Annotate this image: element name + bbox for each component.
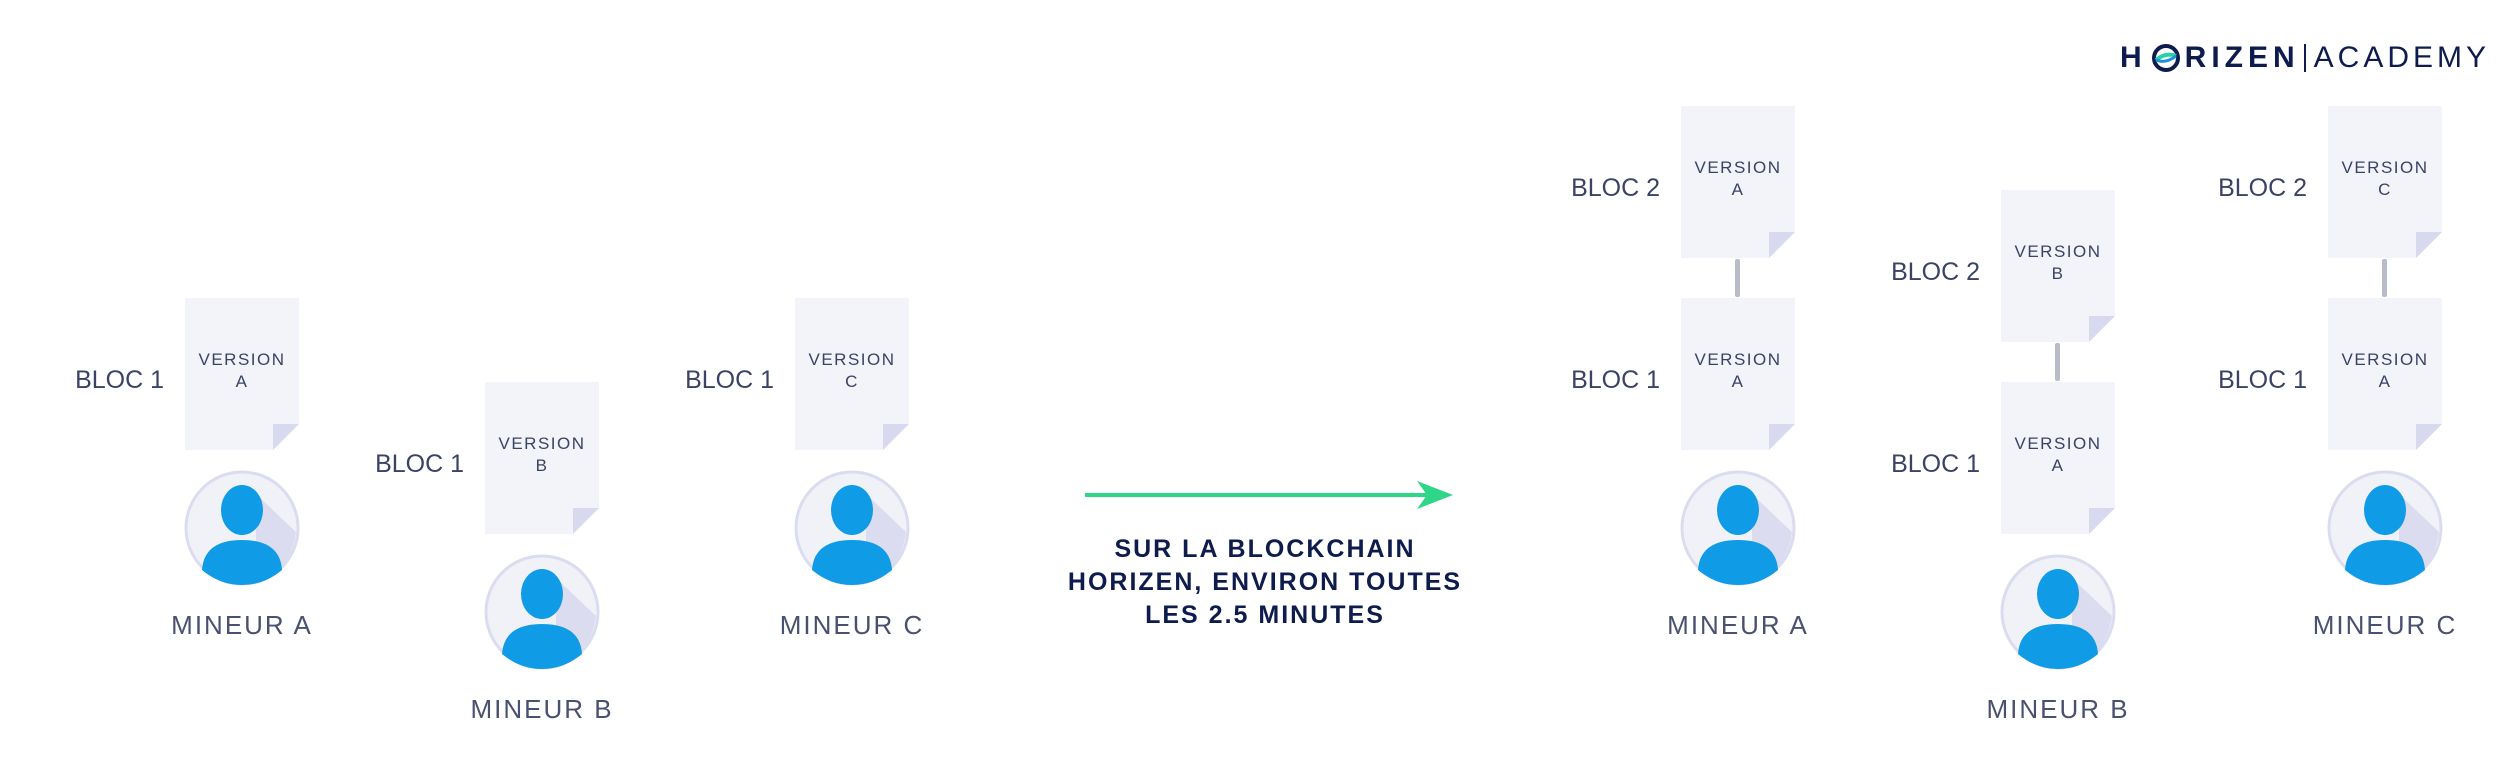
logo-word-rizen: RIZEN (2184, 41, 2300, 74)
horizen-academy-logo: H RIZEN ACADEMY (2120, 38, 2490, 78)
document-icon (1681, 298, 1795, 450)
miner-name: MINEUR C (779, 610, 925, 640)
version-block: VERSION B (2001, 190, 2115, 342)
caption-line: LES 2.5 MINUTES (1145, 601, 1385, 629)
miner-avatar-icon (794, 470, 910, 586)
chain-connector (2055, 343, 2060, 381)
version-letter: A (2051, 456, 2065, 475)
version-text: VERSION (2341, 350, 2429, 369)
version-text: VERSION (2014, 242, 2102, 261)
version-text: VERSION (1694, 158, 1782, 177)
version-block: VERSION C (795, 298, 909, 450)
version-block: VERSION B (485, 382, 599, 534)
document-icon (2328, 106, 2442, 258)
arrow-right-icon (1085, 481, 1453, 509)
caption: SUR LA BLOCKCHAIN HORIZEN, ENVIRON TOUTE… (1030, 533, 1500, 632)
caption-line: SUR LA BLOCKCHAIN (1114, 535, 1416, 563)
logo-separator (2303, 44, 2306, 72)
document-icon (485, 382, 599, 534)
miner-avatar-icon (184, 470, 300, 586)
bloc-label: BLOC 1 (1891, 450, 1980, 478)
version-block: VERSION A (2001, 382, 2115, 534)
bloc-label: BLOC 1 (2218, 366, 2307, 394)
miner-name: MINEUR C (2312, 610, 2458, 640)
version-block: VERSION C (2328, 106, 2442, 258)
version-block: VERSION A (1681, 106, 1795, 258)
version-text: VERSION (198, 350, 286, 369)
miner-name: MINEUR A (171, 610, 313, 640)
miner-name: MINEUR A (1667, 610, 1809, 640)
version-text: VERSION (498, 434, 586, 453)
bloc-label: BLOC 1 (1571, 366, 1660, 394)
bloc-label: BLOC 1 (685, 366, 774, 394)
version-letter: A (1731, 180, 1745, 199)
version-text: VERSION (2014, 434, 2102, 453)
document-icon (2328, 298, 2442, 450)
miner-avatar-icon (484, 554, 600, 670)
version-letter: C (2378, 180, 2392, 199)
version-letter: A (235, 372, 249, 391)
caption-line: HORIZEN, ENVIRON TOUTES (1067, 568, 1463, 596)
version-text: VERSION (1694, 350, 1782, 369)
miner-avatar-icon (2327, 470, 2443, 586)
bloc-label: BLOC 2 (1571, 174, 1660, 202)
document-icon (2001, 382, 2115, 534)
miner-avatar-icon (1680, 470, 1796, 586)
version-letter: B (2051, 264, 2065, 283)
document-icon (185, 298, 299, 450)
version-letter: B (535, 456, 549, 475)
version-block: VERSION A (1681, 298, 1795, 450)
document-icon (795, 298, 909, 450)
bloc-label: BLOC 1 (75, 366, 164, 394)
chain-connector (1735, 259, 1740, 297)
document-icon (2001, 190, 2115, 342)
version-text: VERSION (808, 350, 896, 369)
document-icon (1681, 106, 1795, 258)
version-letter: A (1731, 372, 1745, 391)
logo-word-academy: ACADEMY (2313, 41, 2491, 74)
miner-name: MINEUR B (1986, 694, 2130, 724)
version-block: VERSION A (2328, 298, 2442, 450)
bloc-label: BLOC 1 (375, 450, 464, 478)
logo-letter-h: H (2120, 41, 2147, 74)
miner-name: MINEUR B (470, 694, 614, 724)
version-block: VERSION A (185, 298, 299, 450)
bloc-label: BLOC 2 (1891, 258, 1980, 286)
horizen-o-icon (2151, 44, 2180, 72)
version-text: VERSION (2341, 158, 2429, 177)
version-letter: A (2378, 372, 2392, 391)
miner-avatar-icon (2000, 554, 2116, 670)
chain-connector (2382, 259, 2387, 297)
version-letter: C (845, 372, 859, 391)
bloc-label: BLOC 2 (2218, 174, 2307, 202)
